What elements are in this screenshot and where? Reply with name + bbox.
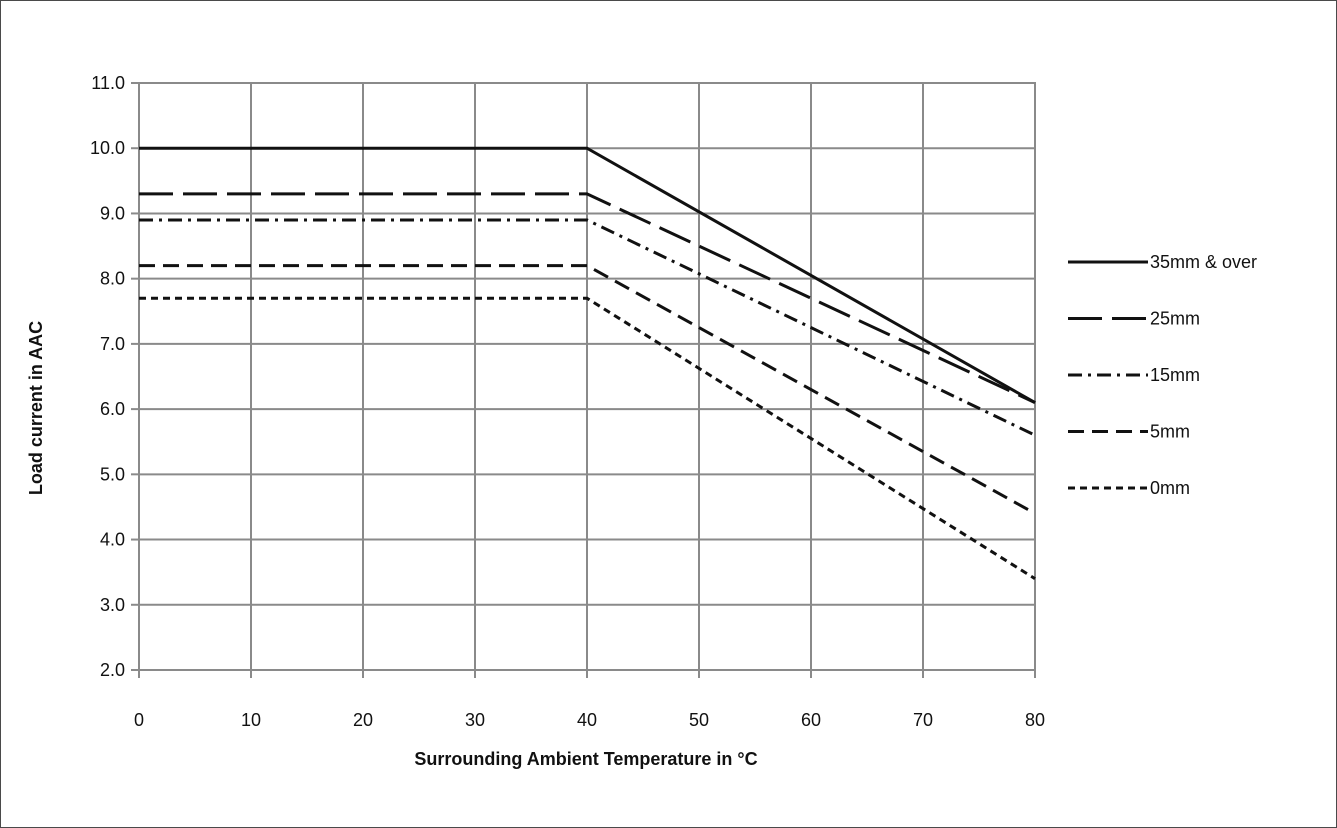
grid	[131, 82, 1036, 678]
legend: 35mm & over 25mm 15mm 5mm 0mm	[1068, 252, 1257, 498]
series-line-25mm	[139, 192, 1036, 404]
x-tick-label: 0	[134, 710, 144, 730]
y-tick-label: 3.0	[100, 595, 125, 615]
x-tick-label: 20	[353, 710, 373, 730]
x-tick-label: 60	[801, 710, 821, 730]
y-axis-ticks: 2.0 3.0 4.0 5.0 6.0 7.0 8.0 9.0 10.0 11.0	[90, 73, 125, 680]
legend-label: 35mm & over	[1150, 252, 1257, 272]
legend-label: 5mm	[1150, 422, 1190, 442]
y-tick-label: 8.0	[100, 269, 125, 289]
legend-label: 0mm	[1150, 478, 1190, 498]
x-tick-label: 50	[689, 710, 709, 730]
x-tick-label: 70	[913, 710, 933, 730]
y-tick-label: 5.0	[100, 464, 125, 484]
y-tick-label: 11.0	[91, 73, 125, 93]
legend-label: 15mm	[1150, 365, 1200, 385]
x-axis-title: Surrounding Ambient Temperature in °C	[414, 749, 757, 769]
y-tick-label: 2.0	[100, 660, 125, 680]
series-line-35mm-over	[139, 146, 1036, 404]
y-tick-label: 10.0	[90, 138, 125, 158]
series-lines	[139, 146, 1036, 580]
x-axis-ticks: 0 10 20 30 40 50 60 70 80	[134, 710, 1045, 730]
series-line-5mm	[139, 264, 1036, 515]
series-line-15mm	[139, 218, 1036, 437]
legend-label: 25mm	[1150, 309, 1200, 329]
y-tick-label: 9.0	[100, 203, 125, 223]
y-axis-title: Load current in AAC	[26, 321, 46, 495]
x-tick-label: 30	[465, 710, 485, 730]
y-tick-label: 4.0	[100, 530, 125, 550]
y-tick-label: 6.0	[100, 399, 125, 419]
y-tick-label: 7.0	[100, 334, 125, 354]
series-line-0mm	[139, 296, 1036, 580]
x-tick-label: 40	[577, 710, 597, 730]
x-tick-label: 10	[241, 710, 261, 730]
x-tick-label: 80	[1025, 710, 1045, 730]
